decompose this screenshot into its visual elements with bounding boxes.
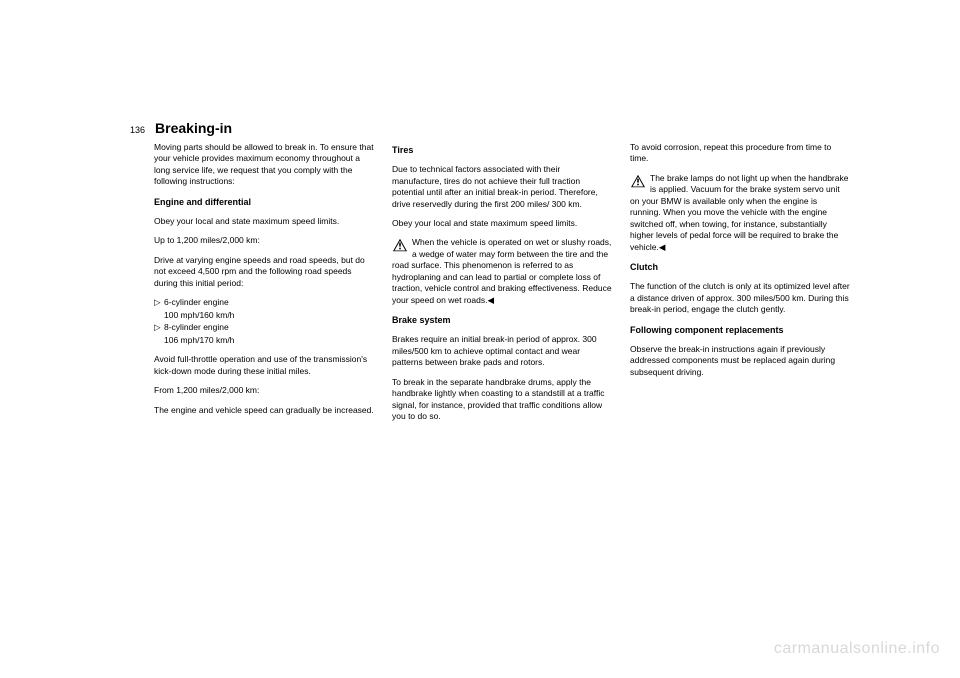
body-text: Observe the break-in instructions again … [630,344,850,378]
watermark: carmanualsonline.info [774,640,940,658]
list-item: ▷ 6-cylinder engine [154,297,374,308]
column-3: To avoid corrosion, repeat this procedur… [630,142,850,431]
body-text: From 1,200 miles/2,000 km: [154,385,374,396]
list-item: ▷ 8-cylinder engine [154,322,374,333]
column-1: Moving parts should be allowed to break … [154,142,374,431]
list-item: 106 mph/170 km/h [154,335,374,346]
header-row: 136 Breaking-in [130,120,850,136]
heading-brake: Brake system [392,314,612,326]
body-text: Avoid full-throttle operation and use of… [154,354,374,377]
manual-page: 136 Breaking-in Moving parts should be a… [130,120,850,431]
warning-icon [392,238,408,252]
body-text: To avoid corrosion, repeat this procedur… [630,142,850,165]
warning-block: The brake lamps do not light up when the… [630,173,850,253]
bullet-text: 106 mph/170 km/h [164,335,374,346]
bullet-text: 6-cylinder engine [164,297,374,308]
page-title: Breaking-in [155,120,232,136]
body-text: The function of the clutch is only at it… [630,281,850,315]
heading-engine: Engine and differential [154,196,374,208]
bullet-list: ▷ 6-cylinder engine 100 mph/160 km/h ▷ 8… [154,297,374,346]
body-text: Due to technical factors associated with… [392,164,612,210]
bullet-icon: ▷ [154,297,164,308]
heading-tires: Tires [392,144,612,156]
body-text: To break in the separate handbrake drums… [392,377,612,423]
warning-text: The brake lamps do not light up when the… [630,173,848,252]
warning-icon [630,174,646,188]
content-columns: Moving parts should be allowed to break … [154,142,850,431]
body-text: Obey your local and state maximum speed … [392,218,612,229]
page-number: 136 [130,125,145,135]
intro-text: Moving parts should be allowed to break … [154,142,374,188]
heading-clutch: Clutch [630,261,850,273]
body-text: The engine and vehicle speed can gradual… [154,405,374,416]
bullet-text: 100 mph/160 km/h [164,310,374,321]
heading-replacements: Following component replacements [630,324,850,336]
column-2: Tires Due to technical factors associate… [392,142,612,431]
bullet-text: 8-cylinder engine [164,322,374,333]
body-text: Up to 1,200 miles/2,000 km: [154,235,374,246]
body-text: Brakes require an initial break-in perio… [392,334,612,368]
body-text: Drive at varying engine speeds and road … [154,255,374,289]
bullet-icon: ▷ [154,322,164,333]
bullet-spacer [154,335,164,346]
warning-block: When the vehicle is operated on wet or s… [392,237,612,306]
body-text: Obey your local and state maximum speed … [154,216,374,227]
warning-text: When the vehicle is operated on wet or s… [392,237,612,304]
list-item: 100 mph/160 km/h [154,310,374,321]
bullet-spacer [154,310,164,321]
